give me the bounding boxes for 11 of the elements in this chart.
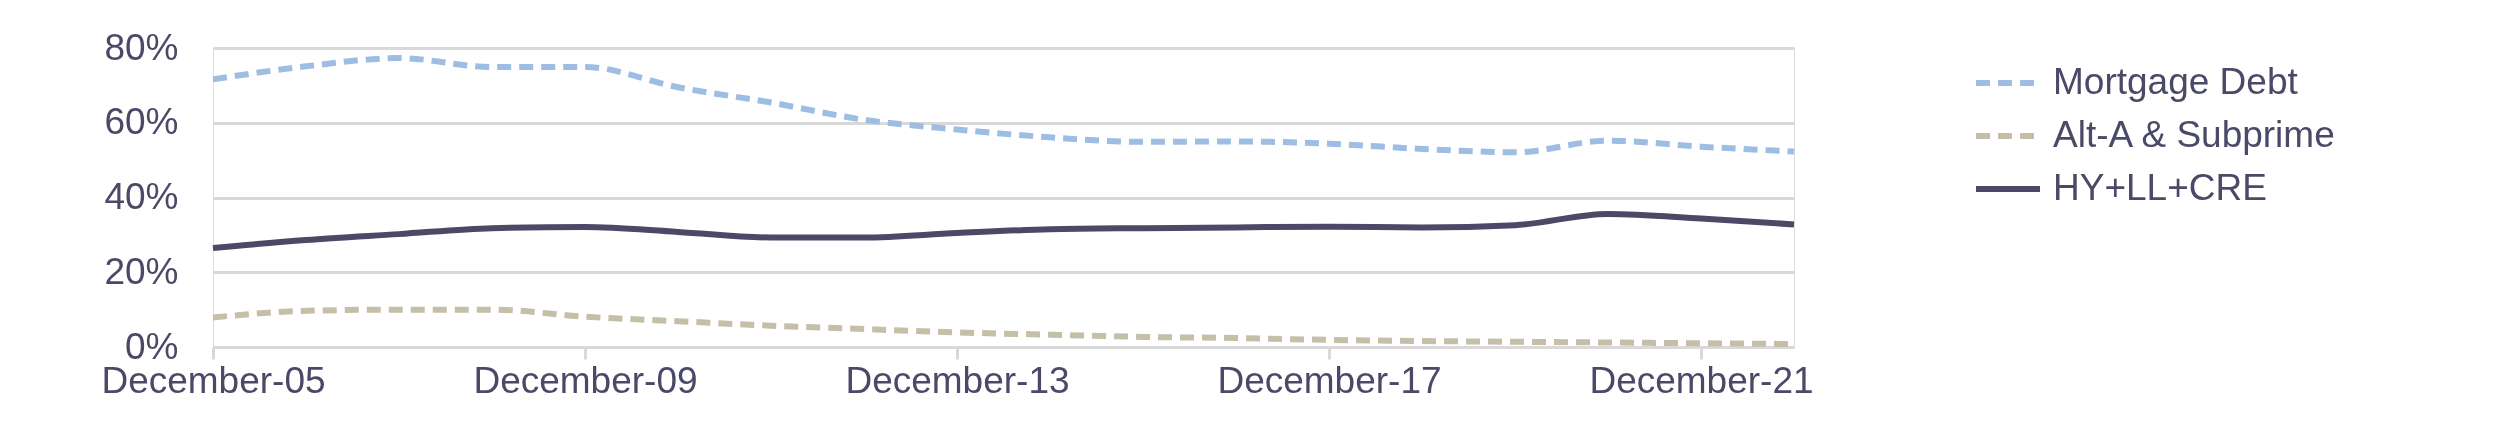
legend-label: Alt-A & Subprime (2053, 114, 2335, 155)
x-tick-label: December-09 (473, 359, 698, 401)
legend-label: Mortgage Debt (2053, 61, 2299, 102)
y-tick-label: 80% (104, 26, 179, 68)
y-tick-label: 40% (104, 176, 179, 217)
y-tick-label: 20% (104, 250, 179, 292)
legend-label: HY+LL+CRE (2053, 167, 2267, 208)
y-tick-label: 60% (104, 101, 179, 143)
x-tick-label: December-17 (1217, 359, 1442, 401)
x-tick-label: December-13 (845, 359, 1070, 401)
x-tick-label: December-21 (1589, 359, 1814, 401)
